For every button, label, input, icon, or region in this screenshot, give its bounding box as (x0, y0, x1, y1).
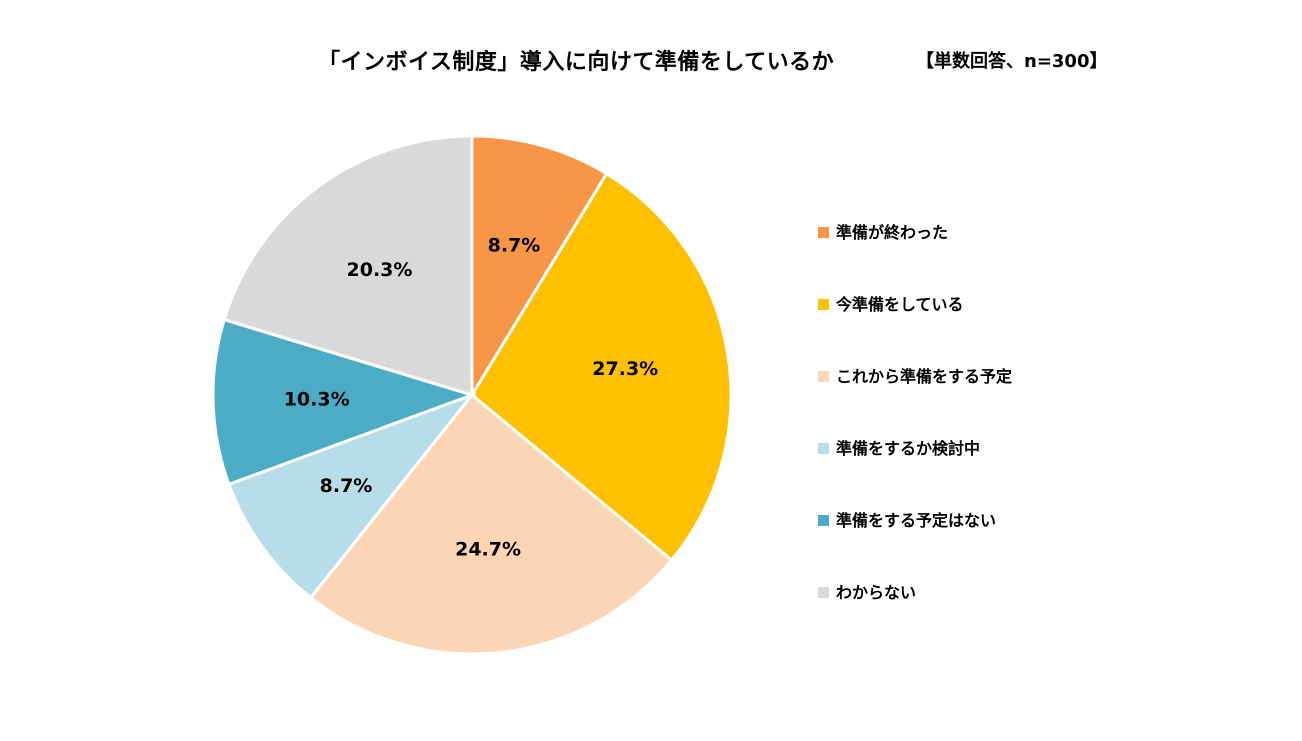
legend-swatch (818, 515, 829, 526)
legend-item-3: 準備をするか検討中 (818, 434, 1012, 460)
data-label-4: 10.3% (284, 388, 350, 410)
legend-label: 準備をするか検討中 (836, 439, 981, 458)
legend-label: 今準備をしている (836, 295, 964, 314)
legend-swatch (818, 587, 829, 598)
data-label-2: 24.7% (455, 539, 521, 561)
chart-subtitle: 【単数回答、n=300】 (916, 51, 1108, 72)
data-label-3: 8.7% (320, 475, 373, 497)
legend-item-4: 準備をする予定はない (818, 506, 1012, 532)
data-label-1: 27.3% (592, 358, 658, 380)
pie-slice-3 (226, 391, 477, 600)
legend-label: これから準備をする予定 (836, 367, 1013, 386)
legend-item-0: 準備が終わった (818, 218, 1012, 244)
data-label-0: 8.7% (488, 234, 541, 256)
chart-title: 「インボイス制度」導入に向けて準備をしているか (318, 50, 835, 75)
legend-swatch (818, 371, 829, 382)
legend-label: 準備をする予定はない (836, 511, 997, 530)
legend-item-2: これから準備をする予定 (818, 362, 1012, 388)
pie-slice-5 (222, 134, 474, 398)
pie-slice-0 (470, 134, 609, 401)
data-label-5: 20.3% (347, 259, 413, 281)
pie-slice-2 (308, 392, 674, 656)
legend-label: 準備が終わった (836, 223, 949, 242)
legend-swatch (818, 227, 829, 238)
legend-swatch (818, 299, 829, 310)
legend-item-1: 今準備をしている (818, 290, 1012, 316)
legend-swatch (818, 443, 829, 454)
legend-item-5: わからない (818, 578, 1012, 604)
legend: 準備が終わった 今準備をしているこれから準備をする予定 準備をするか検討中 準備をする… (818, 218, 1012, 650)
legend-label: わからない (836, 583, 917, 602)
pie-slice-1 (470, 171, 733, 563)
pie-slice-4 (211, 317, 477, 487)
